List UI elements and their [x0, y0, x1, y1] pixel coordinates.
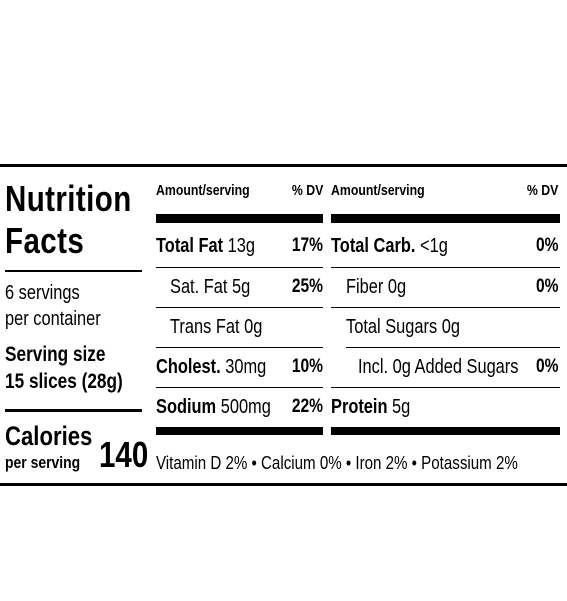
added-sugars-dv: 0%: [535, 356, 558, 377]
divider: [331, 387, 560, 388]
right-header-amount: Amount/serving: [331, 182, 425, 199]
title-divider: [5, 270, 142, 272]
left-header-dv: % DV: [291, 182, 324, 199]
fiber-dv: 0%: [535, 276, 558, 297]
right-row-added-sugars: Incl. 0g Added Sugars: [358, 356, 519, 378]
right-row-total-carb: Total Carb. <1g: [331, 235, 448, 257]
left-row-total-fat: Total Fat 13g: [156, 235, 256, 257]
servings-line-1: 6 servings: [5, 282, 80, 304]
right-row-protein: Protein 5g: [331, 396, 411, 418]
total-carb-dv: 0%: [535, 235, 558, 256]
divider: [331, 307, 560, 308]
title-line-1: Nutrition: [5, 178, 132, 219]
serving-size-value: 15 slices (28g): [5, 370, 123, 393]
left-header-amount: Amount/serving: [156, 182, 250, 199]
serving-divider: [5, 409, 142, 412]
total-fat-dv: 17%: [291, 235, 323, 256]
right-row-fiber: Fiber 0g: [346, 276, 407, 298]
left-header-bar: [156, 214, 323, 223]
servings-line-2: per container: [5, 308, 101, 330]
left-bottom-bar: [156, 427, 323, 435]
right-header-bar: [331, 214, 560, 223]
left-row-cholesterol: Cholest. 30mg: [156, 356, 267, 378]
right-row-total-sugars: Total Sugars 0g: [346, 316, 460, 338]
left-row-sat-fat: Sat. Fat 5g: [170, 276, 251, 298]
divider: [346, 347, 560, 348]
cholesterol-dv: 10%: [291, 356, 323, 377]
title-line-2: Facts: [5, 220, 85, 261]
divider: [156, 307, 323, 308]
divider: [156, 347, 323, 348]
sat-fat-dv: 25%: [291, 276, 323, 297]
left-row-sodium: Sodium 500mg: [156, 396, 271, 418]
right-header-dv: % DV: [526, 182, 559, 199]
divider: [156, 267, 323, 268]
left-row-trans-fat: Trans Fat 0g: [170, 316, 263, 338]
calories-sublabel: per serving: [5, 453, 81, 472]
nutrition-facts-label: Nutrition Facts 6 servings per container…: [0, 164, 567, 486]
sodium-dv: 22%: [291, 396, 323, 417]
vitamins-minerals-footer: Vitamin D 2% • Calcium 0% • Iron 2% • Po…: [156, 453, 518, 473]
calories-label: Calories: [5, 421, 93, 451]
divider: [156, 387, 323, 388]
calories-value: 140: [99, 434, 149, 475]
divider: [331, 267, 560, 268]
right-bottom-bar: [331, 427, 560, 435]
serving-size-label: Serving size: [5, 343, 106, 366]
